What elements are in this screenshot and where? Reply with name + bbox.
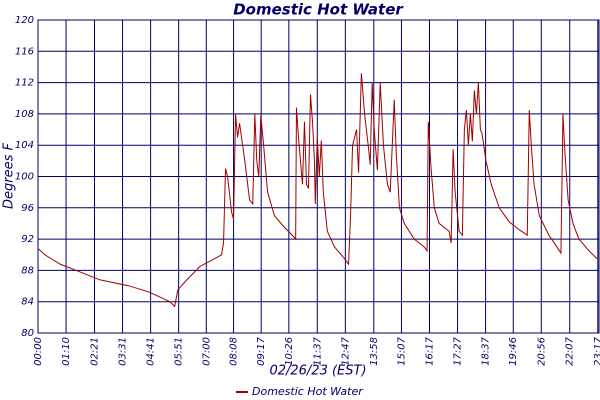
x-tick-label: 23:17 [593, 336, 600, 365]
x-tick-label: 10:26 [284, 337, 295, 366]
x-tick-label: 07:00 [201, 337, 212, 366]
y-tick-label: 100 [15, 172, 34, 183]
y-tick-label: 112 [15, 78, 34, 89]
data-line [37, 73, 598, 308]
x-tick-label: 22:07 [565, 336, 576, 365]
y-tick-label: 80 [21, 328, 34, 339]
x-tick-label: 15:07 [396, 336, 407, 365]
x-tick-label: 20:56 [536, 337, 547, 366]
y-tick-label: 104 [15, 140, 34, 151]
x-axis-title: 02/26/23 (EST) [269, 364, 366, 379]
y-tick-label: 96 [21, 203, 34, 214]
x-tick-label: 11:37 [312, 336, 323, 365]
y-tick-label: 84 [21, 297, 34, 308]
x-tick-label: 04:41 [146, 337, 157, 366]
x-tick-label: 17:27 [453, 336, 464, 365]
x-tick-label: 01:10 [61, 337, 72, 366]
x-tick-label: 08:08 [229, 337, 240, 366]
x-tick-label: 12:47 [340, 336, 351, 365]
x-tick-label: 18:37 [481, 336, 492, 365]
y-axis-title: Degrees F [2, 142, 17, 209]
x-tick-label: 09:17 [256, 336, 267, 365]
y-tick-label: 116 [15, 46, 34, 57]
x-tick-label: 19:46 [508, 337, 519, 366]
legend-label: Domestic Hot Water [252, 385, 364, 398]
x-tick-label: 05:51 [174, 337, 185, 366]
y-tick-label: 108 [15, 109, 34, 120]
x-tick-label: 16:17 [424, 336, 435, 365]
y-tick-label: 120 [15, 15, 34, 26]
x-tick-label: 00:00 [33, 337, 44, 366]
y-tick-label: 92 [21, 234, 34, 245]
x-tick-label: 13:58 [369, 337, 380, 366]
x-tick-label: 02:21 [90, 337, 101, 366]
chart-title: Domestic Hot Water [233, 1, 404, 19]
y-tick-label: 88 [21, 265, 34, 276]
x-tick-label: 03:31 [118, 337, 129, 366]
